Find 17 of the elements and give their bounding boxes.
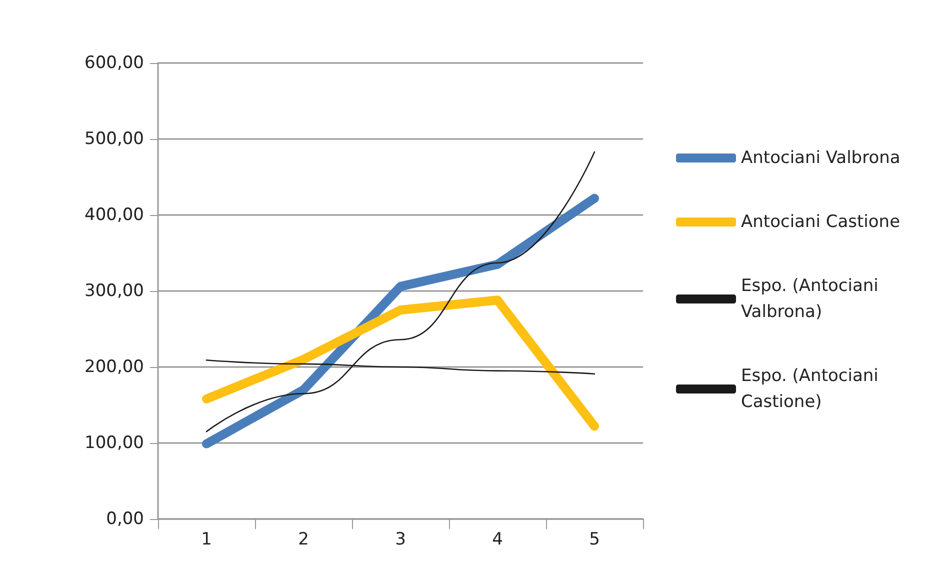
y-tick-label: 0,00 [106,509,144,529]
legend-label: Antociani Castione [741,212,900,232]
legend-label: Espo. (Antociani Castione) [741,366,884,412]
x-tick-label: 1 [201,530,212,550]
y-tick-label: 400,00 [84,205,144,225]
x-tick-label: 5 [589,530,600,550]
y-tick-label: 100,00 [84,433,144,453]
y-tick-label: 600,00 [84,53,144,73]
legend-label: Antociani Valbrona [741,148,900,168]
legend-label: Espo. (Antociani Valbrona) [741,276,884,322]
x-tick-label: 2 [298,530,309,550]
x-tick-label: 4 [492,530,503,550]
y-tick-label: 300,00 [84,281,144,301]
x-tick-label: 3 [395,530,406,550]
y-tick-label: 500,00 [84,129,144,149]
y-tick-label: 200,00 [84,357,144,377]
line-series [206,151,596,432]
